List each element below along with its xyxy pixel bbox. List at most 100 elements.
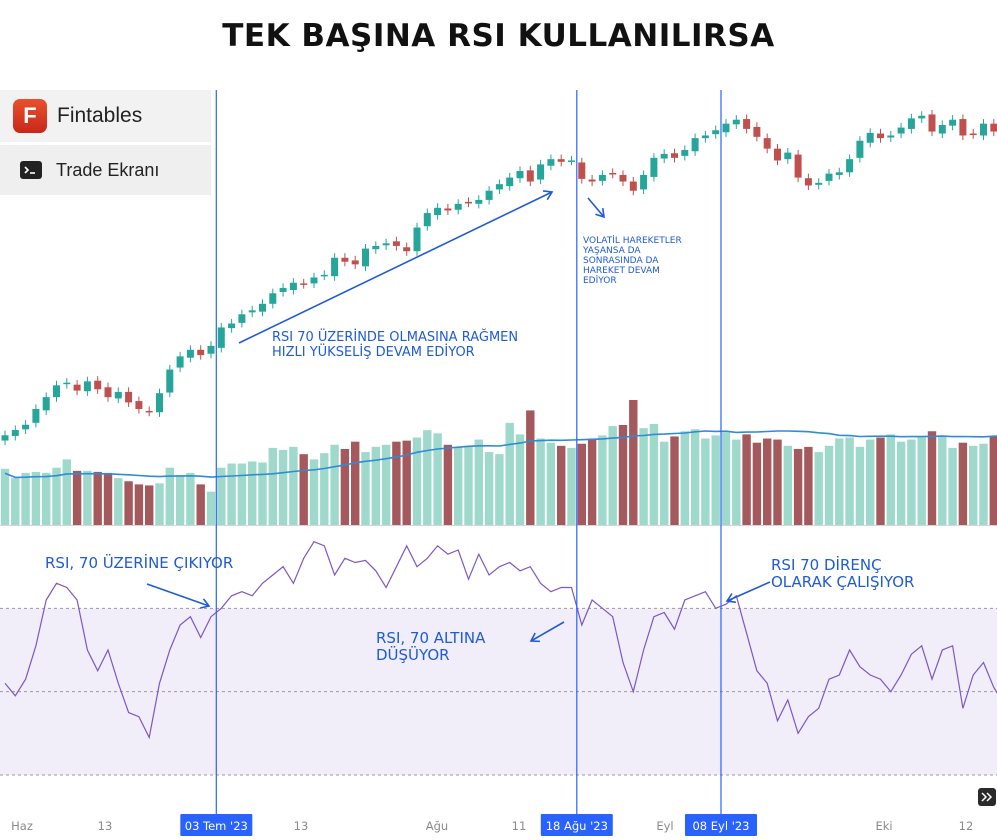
candle-body (516, 171, 524, 179)
candle (279, 283, 287, 297)
candle-body (259, 303, 266, 312)
annotation-line: OLARAK ÇALIŞIYOR (771, 573, 914, 591)
annotation-text: RSI 70 ÜZERİNDE OLMASINA RAĞMEN HIZLI YÜK… (272, 328, 518, 360)
candle (537, 159, 545, 185)
candle-body (609, 172, 617, 175)
candle (63, 378, 71, 389)
volume-bar (381, 444, 391, 525)
x-tick-label: Eki (875, 819, 892, 833)
candle (784, 147, 792, 164)
candle-body (969, 133, 977, 136)
volume-bar (93, 471, 102, 525)
candle (794, 149, 802, 183)
volume-bar (114, 478, 123, 525)
brand-row: F Fintables (0, 90, 211, 142)
candle (475, 195, 483, 209)
candle-body (887, 135, 895, 138)
time-axis: 03 Tem '23 18 Ağu '23 08 Eyl '23 Haz 13 13 Ağu… (11, 814, 973, 836)
annotation-text: RSI, 70 ÜZERİNE ÇIKIYOR (45, 553, 233, 572)
volume-bar (783, 445, 792, 525)
candle-body (454, 203, 462, 210)
candle (938, 120, 946, 139)
annotation-line: HIZLI YÜKSELİŞ DEVAM EDİYOR (272, 343, 475, 360)
candle (825, 169, 833, 186)
candle-body (815, 182, 823, 185)
candle-body (156, 393, 163, 413)
candle-body (980, 123, 987, 136)
trade-screen-row[interactable]: Trade Ekranı (0, 145, 211, 195)
candle-body (310, 277, 318, 284)
candle (774, 144, 781, 166)
candle (866, 128, 874, 148)
volume-bar (258, 462, 267, 525)
candle-body (104, 387, 112, 398)
volume-bar (763, 438, 772, 525)
candle-body (506, 177, 514, 187)
candle (506, 172, 514, 191)
candle-body (351, 260, 359, 265)
candle (877, 128, 884, 143)
candle (73, 380, 81, 396)
candle-body (866, 132, 874, 143)
date-badge (180, 814, 253, 836)
candle-body (63, 382, 71, 385)
candle-body (207, 345, 215, 354)
x-tick-label: 13 (98, 819, 113, 833)
volume-bar (392, 441, 401, 525)
candle-body (248, 310, 256, 313)
x-tick-label: 13 (294, 819, 309, 833)
volume-bar (62, 459, 71, 525)
candle (660, 149, 668, 164)
candle (423, 208, 431, 231)
volume-bar (289, 446, 298, 525)
candle-body (114, 391, 122, 399)
candle (217, 322, 225, 353)
fintables-logo-icon: F (13, 99, 47, 133)
candle (166, 364, 174, 398)
candle (22, 420, 30, 434)
volume-bar (175, 475, 185, 525)
volume-bar (948, 447, 957, 525)
volume-bar (484, 452, 494, 525)
candle (114, 387, 122, 404)
candle (712, 125, 720, 139)
candle (145, 406, 153, 417)
candle (392, 236, 400, 251)
candle (176, 351, 184, 373)
volume-bar (804, 446, 813, 525)
arrow-shaft (726, 581, 771, 602)
candle (289, 278, 297, 295)
candle-body (320, 274, 328, 277)
candle (320, 270, 328, 281)
candle-body (125, 391, 133, 403)
scroll-right-button[interactable] (978, 788, 996, 806)
candle-body (413, 227, 421, 252)
volume-bar (423, 430, 432, 525)
candle (248, 305, 256, 317)
volume-bar (958, 442, 968, 525)
candle (197, 345, 205, 360)
volume-bar (351, 441, 360, 525)
candle (413, 222, 421, 256)
candle-body (228, 323, 236, 329)
arrow-shaft (587, 197, 605, 218)
volume-bar (433, 433, 442, 525)
candle-body (918, 115, 926, 119)
candle-body (53, 385, 60, 398)
volume-bar (989, 436, 997, 525)
candle (887, 130, 895, 143)
annotation-line: YAŞANSA DA (582, 246, 641, 256)
candle-body (547, 159, 555, 166)
volume-bar (495, 454, 504, 525)
candle-body (578, 162, 586, 179)
candle (228, 318, 236, 333)
volume-bar (969, 445, 978, 525)
volume-bar (680, 431, 689, 525)
highlight-lines (215, 90, 722, 815)
candle-body (186, 349, 194, 358)
candle (918, 111, 926, 124)
volume-bar (660, 441, 669, 525)
volume-bar (165, 467, 174, 525)
arrow-shaft (530, 621, 565, 642)
